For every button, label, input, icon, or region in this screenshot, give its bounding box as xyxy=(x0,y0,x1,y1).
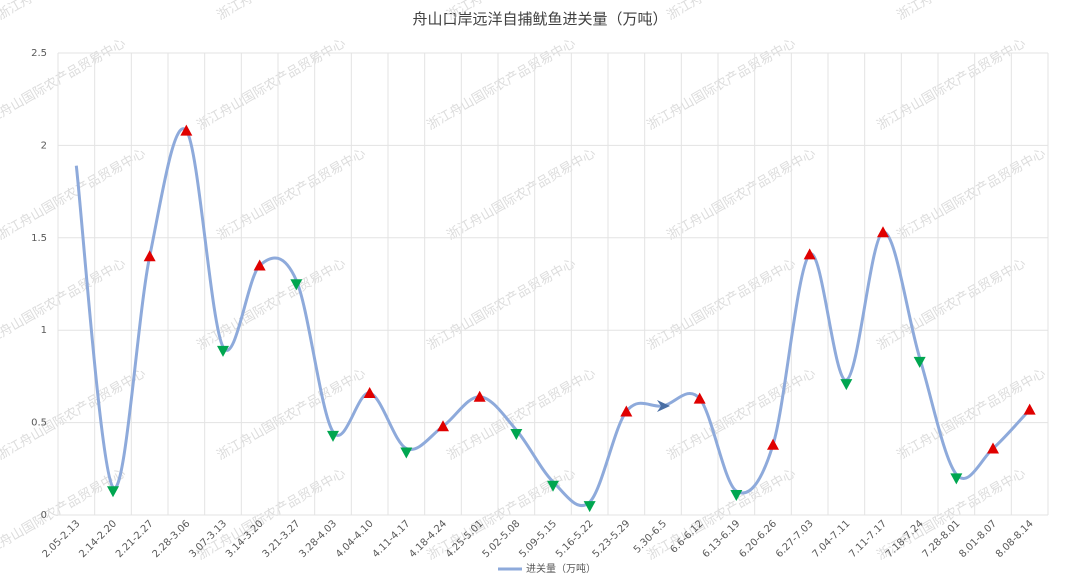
watermark-text: 浙江舟山国际农产品贸易中心 xyxy=(215,0,369,23)
flat-arrow-marker xyxy=(657,399,670,412)
watermark-text: 浙江舟山国际农产品贸易中心 xyxy=(445,366,599,463)
watermark-text: 浙江舟山国际农产品贸易中心 xyxy=(0,256,128,353)
x-tick-label: 7.04-7.11 xyxy=(811,518,853,560)
down-triangle-marker xyxy=(290,279,303,291)
up-triangle-marker xyxy=(437,420,449,432)
x-tick-label: 6.20-6.26 xyxy=(737,518,779,560)
watermark-layer: 浙江舟山国际农产品贸易中心 浙江舟山国际农产品贸易中心 浙江舟山国际农产品贸易中心浙… xyxy=(0,0,1048,563)
up-triangle-marker xyxy=(473,390,486,402)
watermark-text: 浙江舟山国际农产品贸易中心 xyxy=(215,146,369,243)
y-tick-label: 2 xyxy=(41,140,47,151)
down-triangle-marker xyxy=(950,473,963,485)
down-triangle-marker xyxy=(107,486,119,498)
up-triangle-marker xyxy=(253,259,266,271)
legend: 进关量（万吨） xyxy=(498,562,596,575)
watermark-text: 浙江舟山国际农产品贸易中心 xyxy=(0,146,148,243)
watermark-text: 浙江舟山国际农产品贸易中心 xyxy=(0,0,148,23)
watermark-text: 浙江舟山国际农产品贸易中心 xyxy=(215,366,369,463)
up-triangle-marker xyxy=(620,405,633,417)
x-tick-label: 5.23-5.29 xyxy=(591,518,633,560)
up-triangle-marker xyxy=(363,387,376,399)
x-tick-label: 5.09-5.15 xyxy=(517,518,559,560)
watermark-text: 浙江舟山国际农产品贸易中心 xyxy=(895,146,1049,243)
watermark-text: 浙江舟山国际农产品贸易中心 xyxy=(665,0,819,23)
up-triangle-marker xyxy=(693,392,706,404)
marker-layer xyxy=(107,124,1036,513)
up-triangle-marker xyxy=(803,248,816,260)
x-tick-label: 2.14-2.20 xyxy=(77,518,119,560)
x-tick-label: 8.08-8.14 xyxy=(994,518,1036,560)
down-triangle-marker xyxy=(510,428,523,440)
watermark-text: 浙江舟山国际农产品贸易中心 xyxy=(665,146,819,243)
down-triangle-marker xyxy=(217,345,229,357)
up-triangle-marker xyxy=(143,250,156,262)
x-tick-label: 3.28-4.03 xyxy=(297,518,339,560)
x-axis-ticks: 2.05-2.132.14-2.202.21-2.272.28-3.063.07… xyxy=(41,518,1036,560)
down-triangle-marker xyxy=(730,489,743,501)
up-triangle-marker xyxy=(987,442,999,454)
watermark-text: 浙江舟山国际农产品贸易中心 xyxy=(875,256,1029,353)
watermark-text: 浙江舟山国际农产品贸易中心 xyxy=(665,366,819,463)
down-triangle-marker xyxy=(400,447,413,459)
gridlines xyxy=(57,52,1049,516)
down-triangle-marker xyxy=(327,430,339,442)
watermark-text: 浙江舟山国际农产品贸易中心 xyxy=(425,36,579,133)
y-tick-label: 0.5 xyxy=(31,418,47,429)
y-tick-label: 1 xyxy=(41,325,47,336)
down-triangle-marker xyxy=(913,356,926,368)
up-triangle-marker xyxy=(767,438,779,450)
up-triangle-marker xyxy=(1023,403,1036,415)
chart-title: 舟山口岸远洋自捕鱿鱼进关量（万吨） xyxy=(412,10,668,28)
watermark-text: 浙江舟山国际农产品贸易中心 xyxy=(425,256,579,353)
watermark-text: 浙江舟山国际农产品贸易中心 xyxy=(195,36,349,133)
y-tick-label: 0 xyxy=(41,510,47,521)
watermark-text: 浙江舟山国际农产品贸易中心 xyxy=(875,36,1029,133)
watermark-text: 浙江舟山国际农产品贸易中心 xyxy=(0,36,128,133)
x-tick-label: 6.27-7.03 xyxy=(774,518,816,560)
x-tick-label: 4.11-4.17 xyxy=(371,518,413,560)
up-triangle-marker xyxy=(180,124,193,136)
x-tick-label: 2.21-2.27 xyxy=(114,518,156,560)
y-axis-ticks: 0 0.5 1 1.5 2 2.5 xyxy=(31,48,47,521)
legend-label: 进关量（万吨） xyxy=(526,562,596,575)
watermark-text: 浙江舟山国际农产品贸易中心 xyxy=(445,0,599,23)
x-tick-label: 8.01-8.07 xyxy=(957,518,999,560)
x-tick-label: 4.04-4.10 xyxy=(334,518,376,560)
watermark-text: 浙江舟山国际农产品贸易中心 xyxy=(895,0,1049,23)
y-tick-label: 2.5 xyxy=(31,48,47,59)
x-tick-label: 5.16-5.22 xyxy=(554,518,596,560)
watermark-text: 浙江舟山国际农产品贸易中心 xyxy=(195,256,349,353)
down-triangle-marker xyxy=(547,480,559,492)
watermark-text: 浙江舟山国际农产品贸易中心 xyxy=(645,256,799,353)
watermark-text: 浙江舟山国际农产品贸易中心 xyxy=(645,36,799,133)
y-tick-label: 1.5 xyxy=(31,233,47,244)
down-triangle-marker xyxy=(840,379,853,391)
watermark-text: 浙江舟山国际农产品贸易中心 xyxy=(445,146,599,243)
x-tick-label: 2.28-3.06 xyxy=(151,518,193,560)
down-triangle-marker xyxy=(583,501,596,513)
up-triangle-marker xyxy=(877,226,889,238)
